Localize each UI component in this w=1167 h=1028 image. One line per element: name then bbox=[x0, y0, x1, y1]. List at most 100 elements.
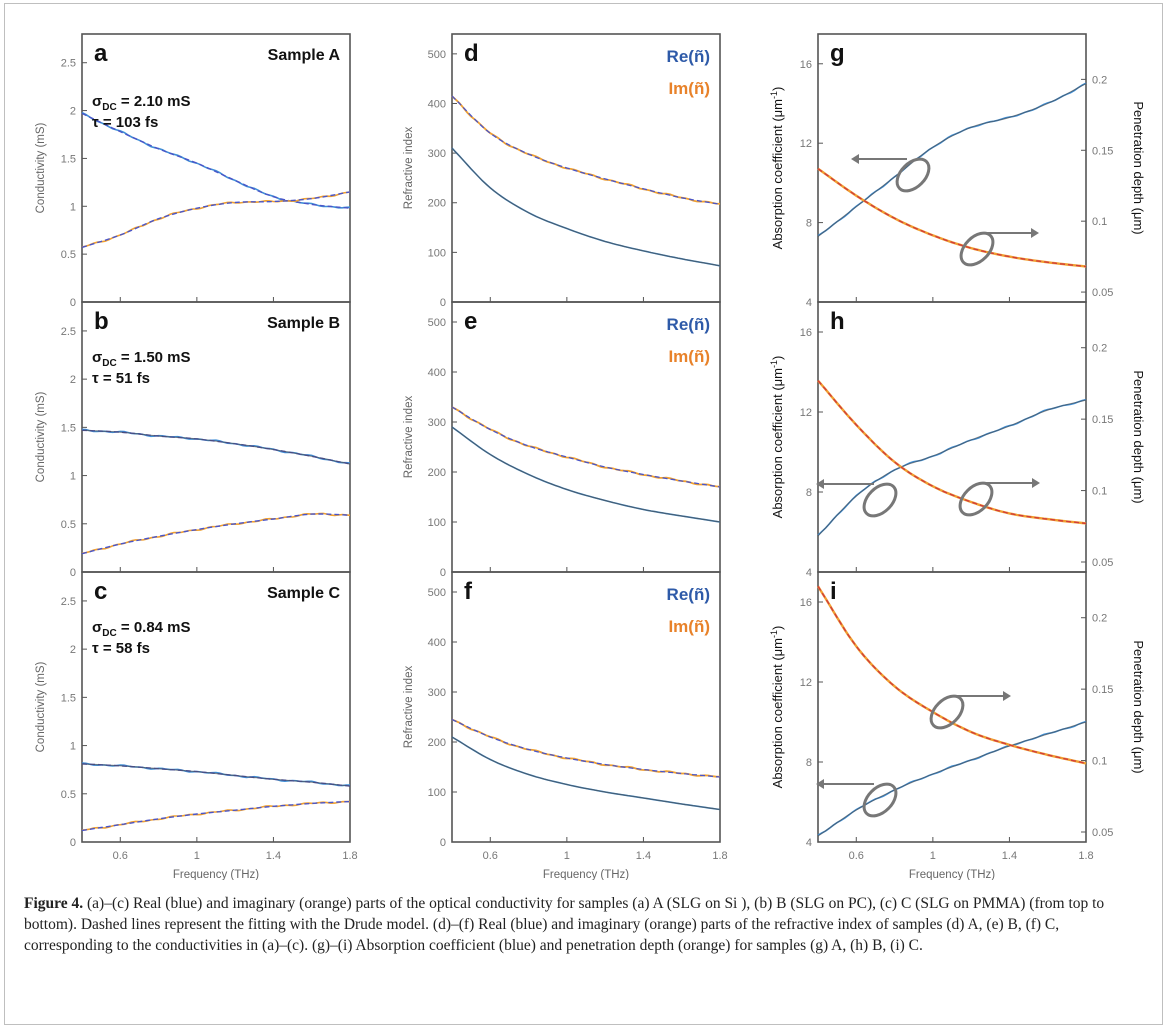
panel-f: 0 100 200 300 400 500 0.6 1 1.4 1.8 Frequency (THz… bbox=[403, 571, 728, 880]
absorption-line bbox=[817, 398, 1087, 536]
panel-letter: b bbox=[94, 308, 109, 335]
y-tick-label: 1 bbox=[70, 471, 76, 483]
sample-name: Sample C bbox=[267, 585, 340, 602]
panel-letter: g bbox=[830, 40, 845, 67]
y-tick-label: 1.5 bbox=[61, 422, 76, 434]
y2-tick-label: 0.2 bbox=[1092, 343, 1107, 355]
sample-name: Sample A bbox=[268, 47, 341, 64]
x-tick-label: 0.6 bbox=[849, 850, 864, 862]
y-axis-title: Refractive index bbox=[403, 666, 415, 749]
panel-letter: c bbox=[94, 578, 107, 605]
absorption-indicator-arrowhead bbox=[816, 779, 824, 789]
panel-letter: f bbox=[464, 578, 473, 605]
imag-index-fit bbox=[451, 718, 721, 778]
imag-index-fit bbox=[451, 406, 721, 488]
y-tick-label: 1 bbox=[70, 741, 76, 753]
y2-tick-label: 0.1 bbox=[1092, 216, 1107, 228]
panel-letter: e bbox=[464, 308, 477, 335]
sigma-dc-value: σDC = 2.10 mS bbox=[92, 93, 191, 113]
tau-value: τ = 103 fs bbox=[92, 114, 158, 131]
y-tick-label: 2.5 bbox=[61, 596, 76, 608]
imag-conductivity-measured bbox=[81, 512, 351, 555]
absorption-indicator-ellipse bbox=[862, 482, 898, 518]
penetration-indicator-arrowhead bbox=[1031, 228, 1039, 238]
x-tick-label: 1 bbox=[194, 850, 200, 862]
y-tick-label: 400 bbox=[428, 367, 446, 379]
x-tick-label: 1.4 bbox=[1002, 850, 1017, 862]
y-tick-label: 8 bbox=[806, 218, 812, 230]
figure-caption: Figure 4. (a)–(c) Real (blue) and imagin… bbox=[24, 893, 1144, 956]
legend-real: Re(ñ) bbox=[667, 585, 710, 604]
y-tick-label: 1 bbox=[70, 201, 76, 213]
penetration-indicator-ellipse bbox=[958, 481, 994, 517]
plot-frame bbox=[451, 571, 721, 843]
sigma-dc-value: σDC = 0.84 mS bbox=[92, 619, 191, 639]
y-tick-label: 500 bbox=[428, 49, 446, 61]
absorption-indicator-ellipse bbox=[895, 157, 931, 193]
y2-axis-title: Penetration depth (μm) bbox=[1131, 640, 1146, 773]
imag-conductivity-fit bbox=[81, 800, 351, 832]
penetration-fit bbox=[817, 585, 1087, 765]
imag-index-fit bbox=[451, 95, 721, 205]
panel-g: 4 8 12 16 0.05 0.1 0.15 0.2 Penetration depth (μ… bbox=[769, 33, 1146, 309]
y-tick-label: 200 bbox=[428, 198, 446, 210]
y2-tick-label: 0.15 bbox=[1092, 414, 1113, 426]
y-tick-label: 0.5 bbox=[61, 789, 76, 801]
real-conductivity-overlay bbox=[81, 763, 351, 787]
absorption-indicator-arrowhead bbox=[816, 479, 824, 489]
real-index-fit bbox=[451, 426, 721, 523]
plot-frame bbox=[81, 301, 351, 573]
y2-tick-label: 0.1 bbox=[1092, 756, 1107, 768]
y-tick-label: 400 bbox=[428, 98, 446, 110]
y-axis-title: Conductivity (mS) bbox=[35, 391, 47, 482]
plot-frame bbox=[817, 301, 1087, 573]
imag-index-line bbox=[451, 95, 721, 205]
y-tick-label: 100 bbox=[428, 517, 446, 529]
absorption-indicator-ellipse bbox=[862, 782, 898, 818]
x-axis-title: Frequency (THz) bbox=[543, 869, 629, 880]
x-axis-title: Frequency (THz) bbox=[909, 869, 995, 880]
absorption-indicator-arrowhead bbox=[851, 154, 859, 164]
real-conductivity-fit bbox=[81, 763, 351, 787]
y-tick-label: 0 bbox=[440, 297, 446, 309]
y-tick-label: 16 bbox=[800, 327, 812, 339]
penetration-fit bbox=[817, 168, 1087, 268]
penetration-line bbox=[817, 167, 1087, 268]
y-tick-label: 16 bbox=[800, 597, 812, 609]
y2-tick-label: 0.05 bbox=[1092, 557, 1113, 569]
y-axis-title: Absorption coefficient (μm-1) bbox=[769, 626, 785, 789]
x-tick-label: 1.8 bbox=[342, 850, 357, 862]
y-axis-title: Absorption coefficient (μm-1) bbox=[769, 356, 785, 519]
real-index-fit bbox=[451, 736, 721, 811]
y-axis-title: Refractive index bbox=[403, 127, 415, 210]
figure-frame bbox=[4, 3, 1163, 1025]
x-tick-label: 1.8 bbox=[1078, 850, 1093, 862]
y2-tick-label: 0.2 bbox=[1092, 613, 1107, 625]
tau-value: τ = 51 fs bbox=[92, 370, 150, 387]
real-index-line bbox=[451, 426, 721, 523]
y2-tick-label: 0.2 bbox=[1092, 74, 1107, 86]
plot-frame bbox=[817, 571, 1087, 843]
y-tick-label: 300 bbox=[428, 148, 446, 160]
plot-frame bbox=[451, 301, 721, 573]
panel-b: 0 0.5 1 1.5 2 2.5 Conductivity (mS) b Sample B σD… bbox=[35, 301, 351, 579]
y-tick-label: 8 bbox=[806, 487, 812, 499]
y-axis-title: Conductivity (mS) bbox=[35, 122, 47, 213]
panel-letter: a bbox=[94, 40, 108, 67]
real-conductivity-overlay bbox=[81, 429, 351, 465]
real-conductivity-fit bbox=[81, 429, 351, 465]
y-tick-label: 2.5 bbox=[61, 326, 76, 338]
y-tick-label: 0 bbox=[440, 837, 446, 849]
y-tick-label: 0 bbox=[70, 297, 76, 309]
y-tick-label: 100 bbox=[428, 787, 446, 799]
panel-d: 0 100 200 300 400 500 Refractive index d Re(ñ) Im… bbox=[403, 33, 721, 309]
y-tick-label: 0 bbox=[440, 567, 446, 579]
panel-h: 4 8 12 16 0.05 0.1 0.15 0.2 Penetration depth (μ… bbox=[769, 301, 1146, 579]
y-tick-label: 2 bbox=[70, 644, 76, 656]
absorption-overlay bbox=[817, 399, 1087, 537]
sigma-dc-value: σDC = 1.50 mS bbox=[92, 349, 191, 369]
panel-c: 0 0.5 1 1.5 2 2.5 0.6 1 1.4 1.8 Frequency (THz) Con… bbox=[35, 571, 358, 880]
imag-conductivity-fit bbox=[81, 191, 351, 249]
y-tick-label: 400 bbox=[428, 637, 446, 649]
y-tick-label: 0 bbox=[70, 837, 76, 849]
